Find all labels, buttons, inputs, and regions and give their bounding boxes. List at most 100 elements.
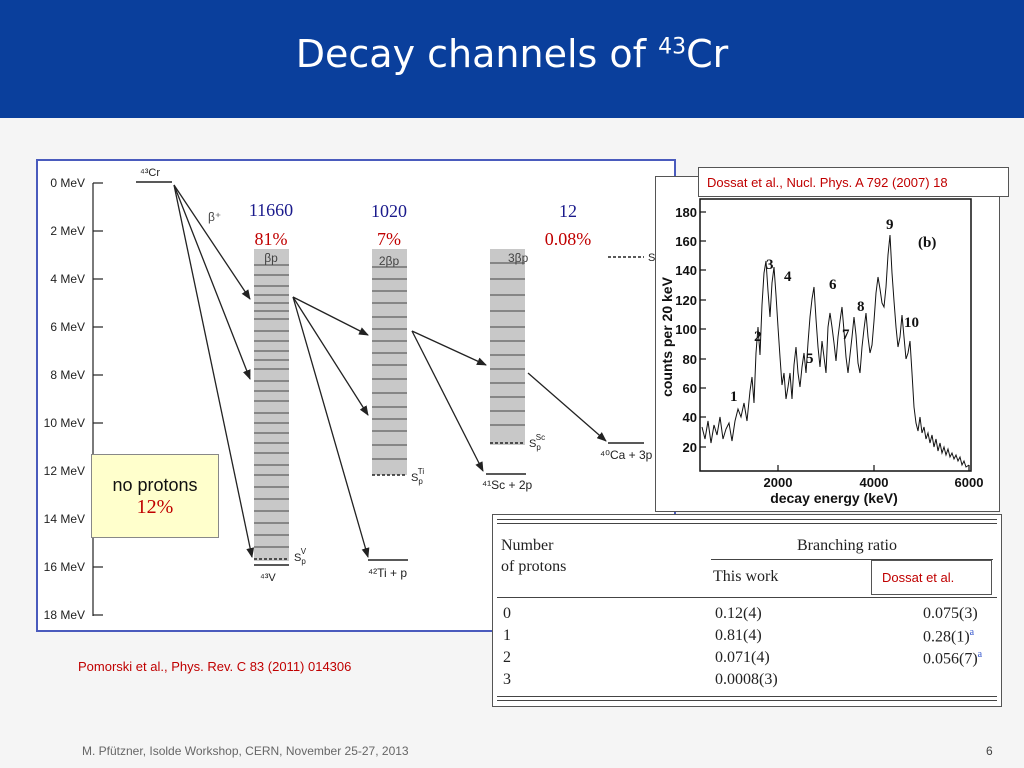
parent-label: ⁴³Cr (140, 167, 160, 179)
no-protons-label: no protons (112, 475, 198, 495)
peak-label: 2 (754, 329, 762, 345)
peak-label: 7 (842, 327, 850, 343)
spectrum-y-ticks (700, 211, 706, 448)
v-label: ⁴³V (260, 572, 276, 584)
energy-axis-ticks (93, 182, 103, 616)
2bp-label: 2βp (379, 254, 400, 268)
no-protons-box: no protons 12% (91, 454, 219, 538)
row-0-this-work: 0.12(4) (715, 605, 762, 622)
row-2-dossat: 0.056(7)a (923, 649, 983, 668)
spectrum-trace (701, 234, 970, 468)
sp-v-label: SpV (294, 547, 307, 566)
spectrum-panel: 20 40 60 80 100 120 140 160 180 2000 400… (655, 176, 1000, 512)
group-rule (711, 559, 993, 560)
ti-states-band (372, 249, 407, 475)
y-tick-label: 6 MeV (50, 320, 85, 334)
level-scheme-diagram: 0 MeV 2 MeV 4 MeV 6 MeV 8 MeV 10 MeV 12 … (44, 167, 656, 622)
3bp-count: 12 (559, 201, 577, 221)
y-tick-label: 16 MeV (44, 560, 85, 574)
y-tick-label: 80 (683, 352, 697, 367)
x-tick-label: 2000 (764, 475, 793, 490)
y-tick-label: 12 MeV (44, 464, 85, 478)
sc-states-band (490, 249, 525, 445)
bp-count: 11660 (249, 200, 293, 220)
y-tick-label: 10 MeV (44, 416, 85, 430)
title-element: Cr (686, 32, 729, 76)
spectrum-y-label: counts per 20 keV (659, 276, 675, 396)
y-tick-label: 20 (683, 440, 697, 455)
y-tick-label: 8 MeV (50, 368, 85, 382)
y-tick-label: 160 (675, 234, 697, 249)
spectrum-x-label: decay energy (keV) (770, 490, 898, 506)
sp-sc-label: SpSc (529, 433, 545, 452)
y-tick-label: 0 MeV (50, 176, 85, 190)
slide-title: Decay channels of 43Cr (0, 32, 1024, 76)
y-tick-label: 4 MeV (50, 272, 85, 286)
sc-state-lines (490, 262, 525, 426)
title-bar: Decay channels of 43Cr (0, 0, 1024, 118)
header-number: Number (501, 537, 554, 554)
beta-plus-label: β⁺ (208, 210, 221, 224)
row-0-n: 0 (503, 605, 511, 622)
bp-label: βp (264, 251, 278, 265)
row-1-dossat: 0.28(1)a (923, 627, 975, 646)
y-tick-label: 2 MeV (50, 224, 85, 238)
table-bottom-rule (497, 696, 997, 697)
x-tick-label: 4000 (860, 475, 889, 490)
sp-ti-label: SpTi (411, 467, 424, 486)
spectrum-x-ticks (777, 465, 970, 471)
peak-label: 5 (806, 351, 814, 367)
page-number: 6 (986, 744, 993, 758)
y-tick-label: 60 (683, 381, 697, 396)
sc-2p-label: ⁴¹Sc + 2p (482, 478, 533, 492)
y-tick-label: 140 (675, 263, 697, 278)
spectrum-frame (699, 198, 972, 472)
row-0-dossat: 0.075(3) (923, 605, 978, 622)
y-tick-label: 14 MeV (44, 512, 85, 526)
row-2-this-work: 0.071(4) (715, 649, 770, 666)
level-scheme-panel: 0 MeV 2 MeV 4 MeV 6 MeV 8 MeV 10 MeV 12 … (36, 159, 676, 632)
peak-label: 1 (730, 389, 738, 405)
spectrum-panel-label: (b) (918, 235, 936, 251)
x-tick-label: 6000 (955, 475, 984, 490)
spectrum-x-tick-labels: 2000 4000 6000 (764, 475, 984, 490)
row-3-this-work: 0.0008(3) (715, 671, 778, 688)
y-tick-label: 100 (675, 322, 697, 337)
dossat-reference: Dossat et al., Nucl. Phys. A 792 (2007) … (707, 175, 948, 190)
v-states-band (254, 249, 289, 561)
no-protons-percent: 12% (136, 496, 174, 518)
header-rule (497, 597, 997, 598)
dossat-reference-box: Dossat et al., Nucl. Phys. A 792 (2007) … (698, 167, 1009, 197)
peak-label: 9 (886, 217, 894, 233)
peak-label: 6 (829, 277, 837, 293)
branching-table: Number of protons Branching ratio This w… (492, 514, 1002, 707)
footer-text: M. Pfützner, Isolde Workshop, CERN, Nove… (82, 744, 409, 758)
decay-arrows (173, 184, 607, 558)
row-3-n: 3 (503, 671, 511, 688)
sp-ca-label: S (648, 252, 655, 264)
energy-tick-labels: 0 MeV 2 MeV 4 MeV 6 MeV 8 MeV 10 MeV 12 … (44, 176, 85, 622)
3bp-label: 3βp (508, 251, 529, 265)
dossat-header-box: Dossat et al. (871, 560, 992, 595)
spectrum-plot: 20 40 60 80 100 120 140 160 180 2000 400… (659, 198, 984, 506)
peak-label: 8 (857, 299, 865, 315)
y-tick-label: 18 MeV (44, 608, 85, 622)
2bp-percent: 7% (377, 229, 401, 249)
v-state-lines (254, 264, 289, 548)
header-branching-ratio: Branching ratio (797, 537, 897, 554)
ca-3p-label: ⁴⁰Ca + 3p (600, 448, 653, 462)
table-top-rule (497, 519, 997, 520)
table-top-rule (497, 523, 997, 524)
y-tick-label: 180 (675, 205, 697, 220)
peak-label: 3 (766, 257, 774, 273)
title-mass-number: 43 (658, 34, 687, 60)
peak-labels: 1 2 3 4 5 6 7 8 9 10 (730, 217, 919, 405)
header-this-work: This work (713, 568, 779, 585)
2bp-count: 1020 (371, 201, 407, 221)
row-1-this-work: 0.81(4) (715, 627, 762, 644)
ti-state-lines (372, 266, 407, 460)
spectrum-y-tick-labels: 20 40 60 80 100 120 140 160 180 (675, 205, 697, 455)
peak-label: 10 (904, 315, 919, 331)
row-2-n: 2 (503, 649, 511, 666)
y-tick-label: 40 (683, 410, 697, 425)
